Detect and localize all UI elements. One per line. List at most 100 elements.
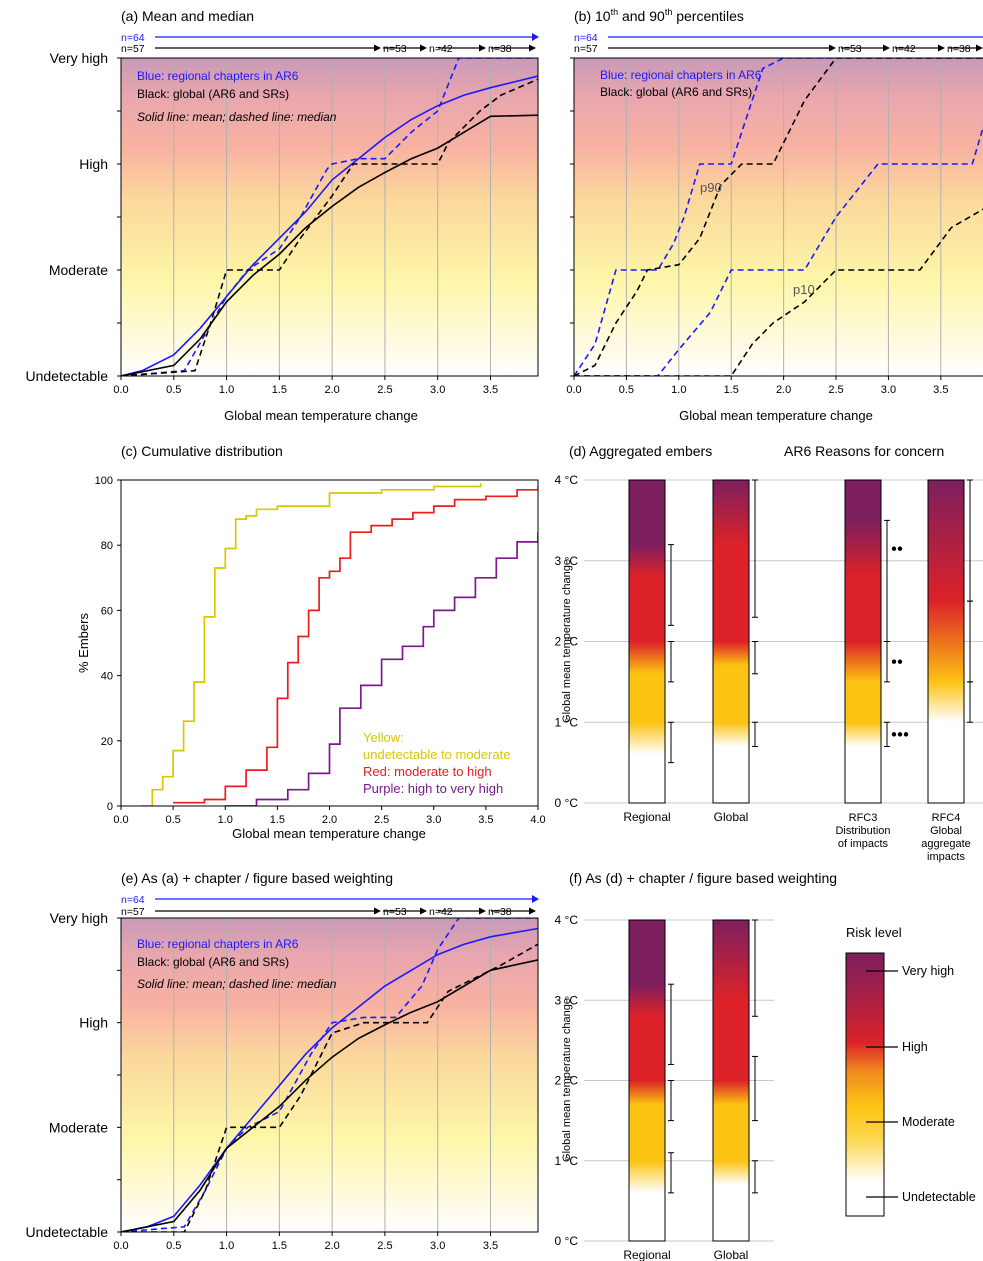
legend-black: Black: global (AR6 and SRs)	[600, 85, 752, 99]
p10-label: p10	[793, 282, 815, 297]
x-tick-label: 1.5	[270, 814, 285, 826]
ember-label: RFC4	[932, 812, 961, 824]
y-tick-label: High	[79, 1015, 108, 1031]
y-tick-label: 2 °C	[555, 1074, 579, 1088]
x-tick-label: 2.0	[324, 384, 339, 396]
panel-d-title: (d) Aggregated embers	[569, 443, 712, 459]
panel-b: (b) 10th and 90th percentiles n=64 n=57 n…	[566, 7, 983, 423]
ember-bar	[712, 479, 750, 804]
embers: 0 °C 1 °C 2 °C 3 °C 4 °C Regional Global RFC3Di…	[555, 473, 983, 863]
panel-f-title: (f) As (d) + chapter / figure based weig…	[569, 870, 837, 886]
y-tick-label: 2 °C	[555, 635, 579, 649]
legend-blue: Blue: regional chapters in AR6	[137, 937, 299, 951]
y-axis	[570, 57, 574, 377]
legend-style: Solid line: mean; dashed line: median	[137, 110, 337, 124]
y-tick-label: High	[79, 156, 108, 172]
n-black-arrows: n=57 n=53 n=42 n=38	[121, 43, 536, 55]
confidence-dot	[897, 732, 903, 737]
y-tick-label: 4 °C	[555, 913, 579, 927]
grid	[173, 918, 491, 1232]
x-tick-label: 3.5	[483, 384, 498, 396]
x-tick-label: 2.0	[322, 814, 337, 826]
n-blue-arrowhead	[532, 33, 539, 41]
panel-a: (a) Mean and median n=64 n=57 n=53 n=42 n=3…	[25, 8, 539, 423]
risk-legend-label: Undetectable	[902, 1190, 976, 1204]
risk-background	[574, 58, 983, 376]
n-black-label: n=42	[429, 43, 453, 55]
n-black-arrowhead	[420, 907, 427, 915]
series-line	[574, 58, 983, 376]
y-tick-label: 100	[95, 475, 113, 487]
n-black-arrowhead	[479, 44, 486, 52]
x-tick-label: 0.0	[113, 1240, 128, 1252]
series-line	[574, 58, 983, 376]
ember-label: Global	[714, 1248, 749, 1261]
x-axis-label: Global mean temperature change	[679, 408, 873, 423]
x-axis: 0.0 0.5 1.0 1.5 2.0 2.5 3.0 3.5 4.0	[113, 806, 546, 826]
p90-label: p90	[700, 180, 722, 195]
panel-c-title: (c) Cumulative distribution	[121, 443, 283, 459]
legend-yellow-2: undetectable to moderate	[363, 747, 510, 762]
risk-legend-label: Very high	[902, 964, 954, 978]
ember-bar	[628, 479, 666, 804]
n-blue-label: n=64	[574, 32, 598, 44]
risk-legend-title: Risk level	[846, 925, 902, 940]
x-tick-label: 0.0	[113, 814, 128, 826]
confidence-dot	[891, 659, 897, 664]
grid	[625, 58, 942, 376]
y-axis: Undetectable Moderate High Very high	[25, 50, 121, 384]
grid	[173, 58, 491, 376]
n-black-label: n=53	[383, 906, 407, 918]
n-blue-label: n=64	[121, 894, 145, 906]
ember-label: of impacts	[838, 838, 889, 850]
n-black-label: n=53	[383, 43, 407, 55]
legend-black: Black: global (AR6 and SRs)	[137, 955, 289, 969]
n-black-label: n=57	[121, 43, 145, 55]
x-tick-label: 3.0	[430, 1240, 445, 1252]
n-blue-label: n=64	[121, 32, 145, 44]
x-tick-label: 3.0	[426, 814, 441, 826]
legend: Yellow: undetectable to moderate Red: mo…	[363, 730, 510, 796]
series-line	[121, 943, 538, 1232]
y-axis-label: Global mean temperature change	[561, 559, 573, 723]
n-black-label: n=57	[574, 43, 598, 55]
y-tick-label: 0 °C	[555, 796, 579, 810]
legend-yellow-1: Yellow:	[363, 730, 404, 745]
x-axis: 0.0 0.5 1.0 1.5 2.0 2.5 3.0 3.5	[113, 1232, 498, 1252]
x-tick-label: 0.0	[113, 384, 128, 396]
x-tick-label: 3.0	[430, 384, 445, 396]
ember-bar	[844, 479, 882, 804]
x-tick-label: 0.0	[566, 384, 581, 396]
x-tick-label: 2.5	[377, 384, 392, 396]
legend-blue: Blue: regional chapters in AR6	[137, 69, 299, 83]
ember-label: impacts	[927, 851, 965, 863]
panel-e: (e) As (a) + chapter / figure based weig…	[25, 870, 539, 1252]
x-tick-label: 0.5	[619, 384, 634, 396]
legend: Blue: regional chapters in AR6 Black: gl…	[137, 69, 337, 124]
y-axis: Undetectable Moderate High Very high	[25, 910, 121, 1240]
x-tick-label: 1.0	[671, 384, 686, 396]
x-tick-label: 2.0	[776, 384, 791, 396]
x-tick-label: 1.5	[724, 384, 739, 396]
legend-red: Red: moderate to high	[363, 764, 492, 779]
x-tick-label: 3.5	[478, 814, 493, 826]
y-tick-label: 40	[101, 671, 113, 683]
x-axis-label: Global mean temperature change	[232, 826, 426, 841]
series-line	[225, 532, 538, 806]
risk-legend-label: Moderate	[902, 1115, 955, 1129]
ember-label: aggregate	[921, 838, 971, 850]
legend-purple: Purple: high to very high	[363, 781, 503, 796]
n-blue-arrowhead	[532, 895, 539, 903]
x-axis: 0.0 0.5 1.0 1.5 2.0 2.5 3.0 3.5	[113, 376, 498, 396]
risk-background	[121, 918, 538, 1232]
risk-legend-label: High	[902, 1040, 928, 1054]
n-black-label: n=42	[429, 906, 453, 918]
ember-label: Global	[930, 825, 962, 837]
series-line	[121, 78, 538, 376]
y-tick-label: Undetectable	[25, 1224, 108, 1240]
n-black-arrowhead	[529, 907, 536, 915]
y-axis-label: Global mean temperature change	[561, 998, 573, 1162]
ember-bar	[712, 919, 750, 1242]
legend-black: Black: global (AR6 and SRs)	[137, 87, 289, 101]
n-black-arrowhead	[479, 907, 486, 915]
